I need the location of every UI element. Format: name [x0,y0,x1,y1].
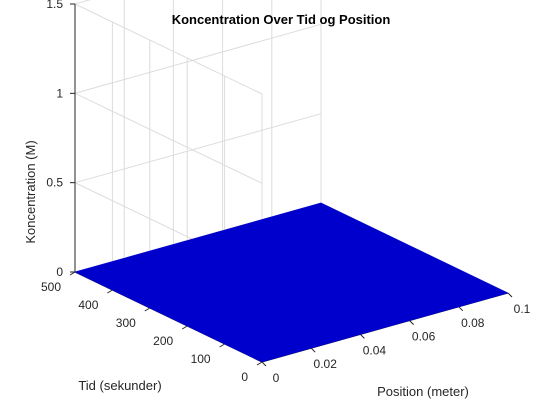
x-tick-mark [507,292,513,298]
x-tick-label: 0.1 [514,302,531,316]
x-tick-mark [261,361,267,367]
z-tick-label: 1.5 [46,0,63,11]
z-tick-label: 0.5 [46,176,63,190]
chart-title: Koncentration Over Tid og Position [172,12,391,27]
z-axis-label: Koncentration (M) [23,140,38,243]
y-tick-label: 400 [78,298,98,312]
y-tick-label: 0 [241,370,248,384]
y-tick-mark [107,289,113,294]
y-tick-mark [181,325,188,330]
y-tick-mark [219,343,225,348]
x-axis-label: Position (meter) [377,384,469,399]
surface-patch [74,202,509,363]
y-tick-label: 500 [41,280,61,294]
surface-layer [74,202,509,363]
z-tick-label: 0 [56,265,63,279]
y-tick-label: 200 [153,334,173,348]
right-back-pane [75,0,321,272]
x-tick-mark [458,306,464,312]
x-tick-mark [409,320,414,325]
z-tick-label: 1 [56,86,63,100]
tick-labels: 00.020.040.060.080.1010020030040050000.5… [41,0,531,385]
x-tick-label: 0.04 [363,343,387,357]
x-tick-label: 0.08 [461,316,485,330]
x-tick-label: 0.06 [412,330,436,344]
y-tick-label: 100 [191,352,211,366]
x-tick-label: 0 [273,371,280,385]
x-tick-mark [360,334,365,339]
x-tick-label: 0.02 [314,357,338,371]
y-tick-label: 300 [116,316,136,330]
y-axis-label: Tid (sekunder) [78,378,161,393]
x-tick-mark [310,347,316,353]
y-tick-mark [144,307,151,312]
y-tick-mark [256,361,263,366]
